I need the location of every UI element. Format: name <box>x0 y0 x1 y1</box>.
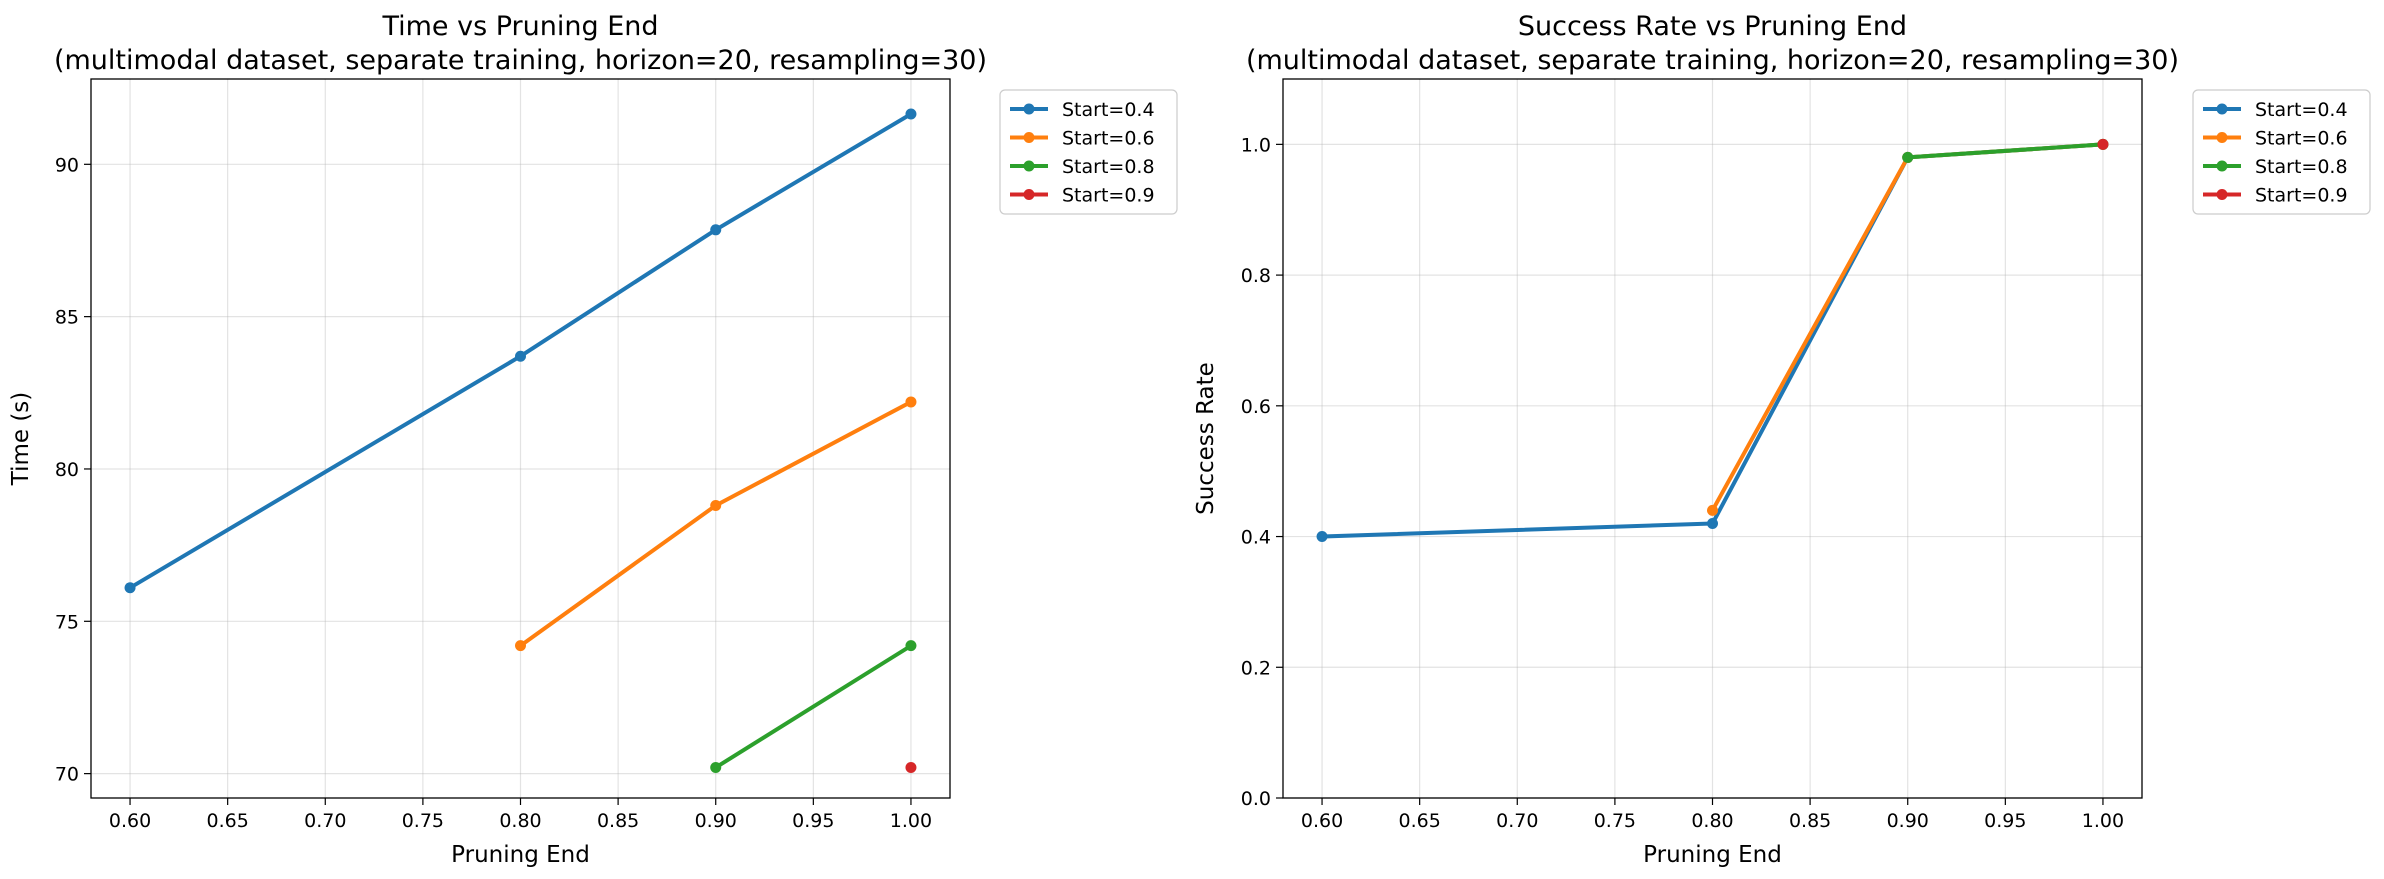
legend-label: Start=0.9 <box>1062 185 1155 207</box>
legend-swatch-marker <box>2216 132 2228 143</box>
x-tick-label: 0.85 <box>1789 810 1831 832</box>
y-axis-label: Time (s) <box>8 392 34 487</box>
x-tick-label: 0.80 <box>1691 810 1733 832</box>
series-start-0-6 <box>515 396 917 652</box>
success-rate-vs-pruning-end-chart: Success Rate vs Pruning End(multimodal d… <box>1193 11 2371 868</box>
chart-title: Success Rate vs Pruning End <box>1518 11 1907 42</box>
data-point <box>1707 517 1718 529</box>
time-vs-pruning-end-chart: Time vs Pruning End(multimodal dataset, … <box>8 11 1178 868</box>
data-point <box>905 396 917 408</box>
x-tick-label: 0.75 <box>402 810 444 832</box>
y-tick-label: 0.8 <box>1241 265 1271 287</box>
x-axis-label: Pruning End <box>451 842 590 868</box>
y-tick-label: 1.0 <box>1241 134 1271 156</box>
x-tick-label: 0.65 <box>1399 810 1441 832</box>
data-point <box>905 640 917 652</box>
chart-subtitle: (multimodal dataset, separate training, … <box>54 45 987 76</box>
series-start-0-9 <box>2097 138 2109 150</box>
y-tick-label: 0.6 <box>1241 396 1271 418</box>
y-tick-label: 0.2 <box>1241 657 1271 679</box>
x-tick-label: 0.60 <box>1301 810 1343 832</box>
series-start-0-9 <box>905 762 917 774</box>
legend-label: Start=0.8 <box>1062 156 1155 178</box>
x-tick-label: 1.00 <box>2082 810 2124 832</box>
data-point <box>1707 504 1718 516</box>
chart-subtitle: (multimodal dataset, separate training, … <box>1246 45 2179 76</box>
x-tick-label: 0.70 <box>304 810 346 832</box>
legend-label: Start=0.8 <box>2255 156 2348 178</box>
series-line <box>1905 142 2106 160</box>
x-tick-label: 0.70 <box>1496 810 1538 832</box>
x-tick-label: 0.80 <box>499 810 541 832</box>
series-line <box>127 111 914 591</box>
legend-label: Start=0.4 <box>2255 99 2348 121</box>
data-point <box>710 762 722 774</box>
y-tick-label: 85 <box>55 307 79 329</box>
data-point <box>905 108 917 120</box>
legend-box <box>999 89 1178 215</box>
series-start-0-8 <box>710 640 917 774</box>
legend-swatch-marker <box>2216 103 2228 115</box>
legend-label: Start=0.4 <box>1062 99 1155 121</box>
legend-swatch-marker <box>2216 160 2228 172</box>
x-tick-label: 1.00 <box>890 810 932 832</box>
data-point <box>710 500 722 512</box>
legend-swatch-marker <box>2216 189 2228 200</box>
y-tick-label: 75 <box>55 611 79 633</box>
x-tick-label: 0.90 <box>1887 810 1929 832</box>
series-line <box>712 642 914 771</box>
data-point <box>1316 531 1328 543</box>
x-tick-label: 0.95 <box>792 810 834 832</box>
legend-swatch-marker <box>1023 132 1035 143</box>
y-tick-label: 80 <box>55 459 79 481</box>
series-start-0-4 <box>124 108 917 594</box>
x-tick-label: 0.85 <box>597 810 639 832</box>
y-tick-label: 0.4 <box>1241 527 1271 549</box>
data-point <box>124 582 136 594</box>
x-tick-label: 0.60 <box>109 810 151 832</box>
data-point <box>515 640 526 652</box>
x-tick-label: 0.75 <box>1594 810 1636 832</box>
legend-label: Start=0.6 <box>1062 128 1155 150</box>
data-point <box>1902 151 1914 163</box>
legend-swatch-marker <box>1023 189 1035 200</box>
legend-box <box>2192 89 2371 215</box>
legend-label: Start=0.9 <box>2255 185 2348 207</box>
y-tick-label: 90 <box>55 154 79 176</box>
legend: Start=0.4 Start=0.6 Start=0.8 Start=0.9 <box>999 89 1178 215</box>
y-axis-label: Success Rate <box>1193 362 1219 515</box>
chart-title: Time vs Pruning End <box>381 11 658 42</box>
x-tick-label: 0.65 <box>207 810 249 832</box>
data-point <box>2097 138 2109 150</box>
data-point <box>905 762 917 774</box>
legend: Start=0.4 Start=0.6 Start=0.8 Start=0.9 <box>2192 89 2371 215</box>
x-axis-label: Pruning End <box>1643 842 1782 868</box>
x-tick-label: 0.90 <box>695 810 737 832</box>
legend-label: Start=0.6 <box>2255 128 2348 150</box>
data-point <box>710 224 722 236</box>
y-tick-label: 0.0 <box>1241 788 1271 810</box>
data-point <box>515 350 526 362</box>
legend-swatch-marker <box>1023 160 1035 172</box>
y-tick-label: 70 <box>55 764 79 786</box>
x-tick-label: 0.95 <box>1984 810 2026 832</box>
legend-swatch-marker <box>1023 103 1035 115</box>
